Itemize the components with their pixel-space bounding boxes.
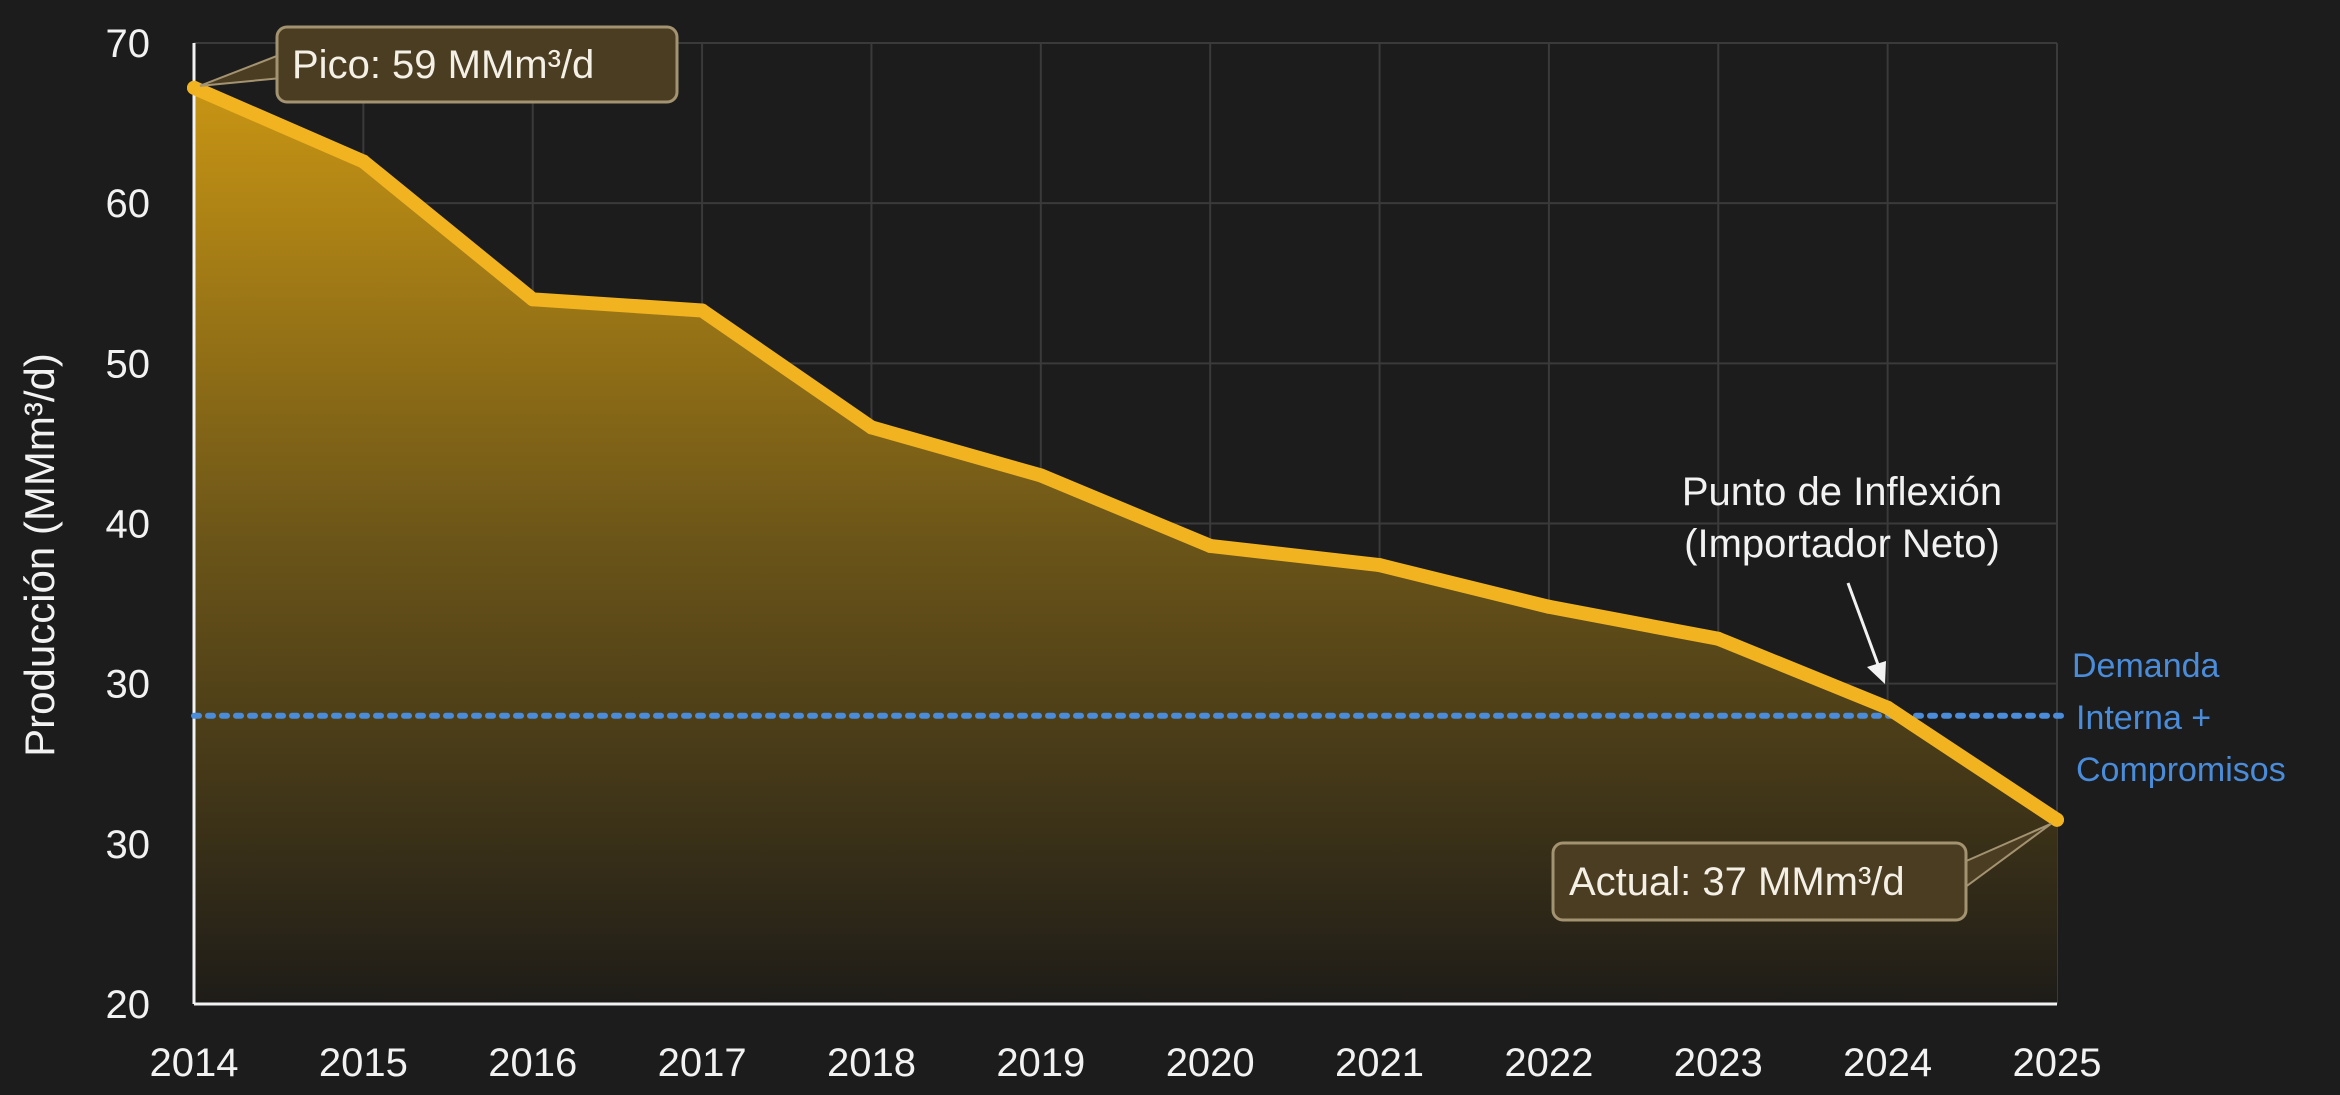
x-tick-label: 2022 (1504, 1041, 1593, 1085)
current-callout-text: Actual: 37 MMm³/d (1569, 860, 1905, 904)
x-tick-label: 2015 (319, 1041, 408, 1085)
data-point (2050, 812, 2064, 827)
data-point (1711, 631, 1726, 646)
peak-callout-text: Pico: 59 MMm³/d (292, 43, 594, 87)
current-callout-box (1551, 841, 1968, 922)
x-tick-label: 2017 (658, 1041, 747, 1085)
inflection-text-line-2: (Importador Neto) (1684, 522, 2000, 566)
data-point (187, 80, 201, 95)
y-tick-labels: 20 30 30 40 50 60 70 (106, 22, 151, 1027)
area-fill (194, 87, 2057, 1005)
y-tick-label: 30 (106, 823, 151, 867)
reference-label-line-3: Compromisos (2076, 751, 2286, 789)
y-tick-label: 70 (106, 22, 151, 66)
x-tick-label: 2016 (488, 1041, 577, 1085)
data-point (525, 292, 540, 307)
x-tick-label: 2014 (150, 1041, 239, 1085)
inflection-annotation: Punto de Inflexión (Importador Neto) (1682, 470, 2002, 684)
data-points (187, 80, 2064, 827)
x-tick-label: 2024 (1843, 1041, 1932, 1085)
data-point (695, 303, 710, 318)
data-point (1033, 468, 1048, 483)
reference-label-line-1: Demanda (2072, 647, 2220, 685)
x-tick-label: 2021 (1335, 1041, 1424, 1085)
peak-callout-box (275, 25, 679, 104)
x-tick-labels: 2014 2015 2016 2017 2018 2019 2020 2021 2022 2023… (150, 1041, 2102, 1085)
inflection-text-line-1: Punto de Inflexión (1682, 470, 2002, 514)
x-tick-label: 2025 (2013, 1041, 2102, 1085)
current-callout: Actual: 37 MMm³/d (1551, 822, 2052, 922)
peak-callout: Pico: 59 MMm³/d (199, 25, 679, 104)
x-tick-label: 2018 (827, 1041, 916, 1085)
data-point (864, 420, 879, 435)
inflection-arrow-shaft (1846, 582, 1882, 671)
data-point (1541, 599, 1556, 614)
y-tick-label: 30 (106, 663, 151, 707)
y-tick-label: 60 (106, 182, 151, 226)
y-tick-label: 20 (106, 983, 151, 1027)
data-point (1880, 700, 1895, 715)
series-line (187, 80, 2064, 827)
y-tick-label: 50 (106, 342, 151, 386)
axes (192, 43, 2057, 1006)
data-point (356, 154, 371, 169)
y-tick-label: 40 (106, 503, 151, 547)
peak-callout-pointer (199, 52, 283, 87)
x-tick-label: 2019 (996, 1041, 1085, 1085)
data-point (1203, 538, 1218, 553)
data-point (1372, 558, 1387, 573)
reference-line-label: Demanda Interna + Compromisos (2072, 647, 2286, 789)
x-tick-label: 2020 (1166, 1041, 1255, 1085)
inflection-arrow-head (1867, 661, 1886, 684)
reference-label-line-2: Interna + (2076, 699, 2211, 737)
y-axis-title: Producción (MMm³/d) (16, 353, 63, 757)
x-tick-label: 2023 (1674, 1041, 1763, 1085)
